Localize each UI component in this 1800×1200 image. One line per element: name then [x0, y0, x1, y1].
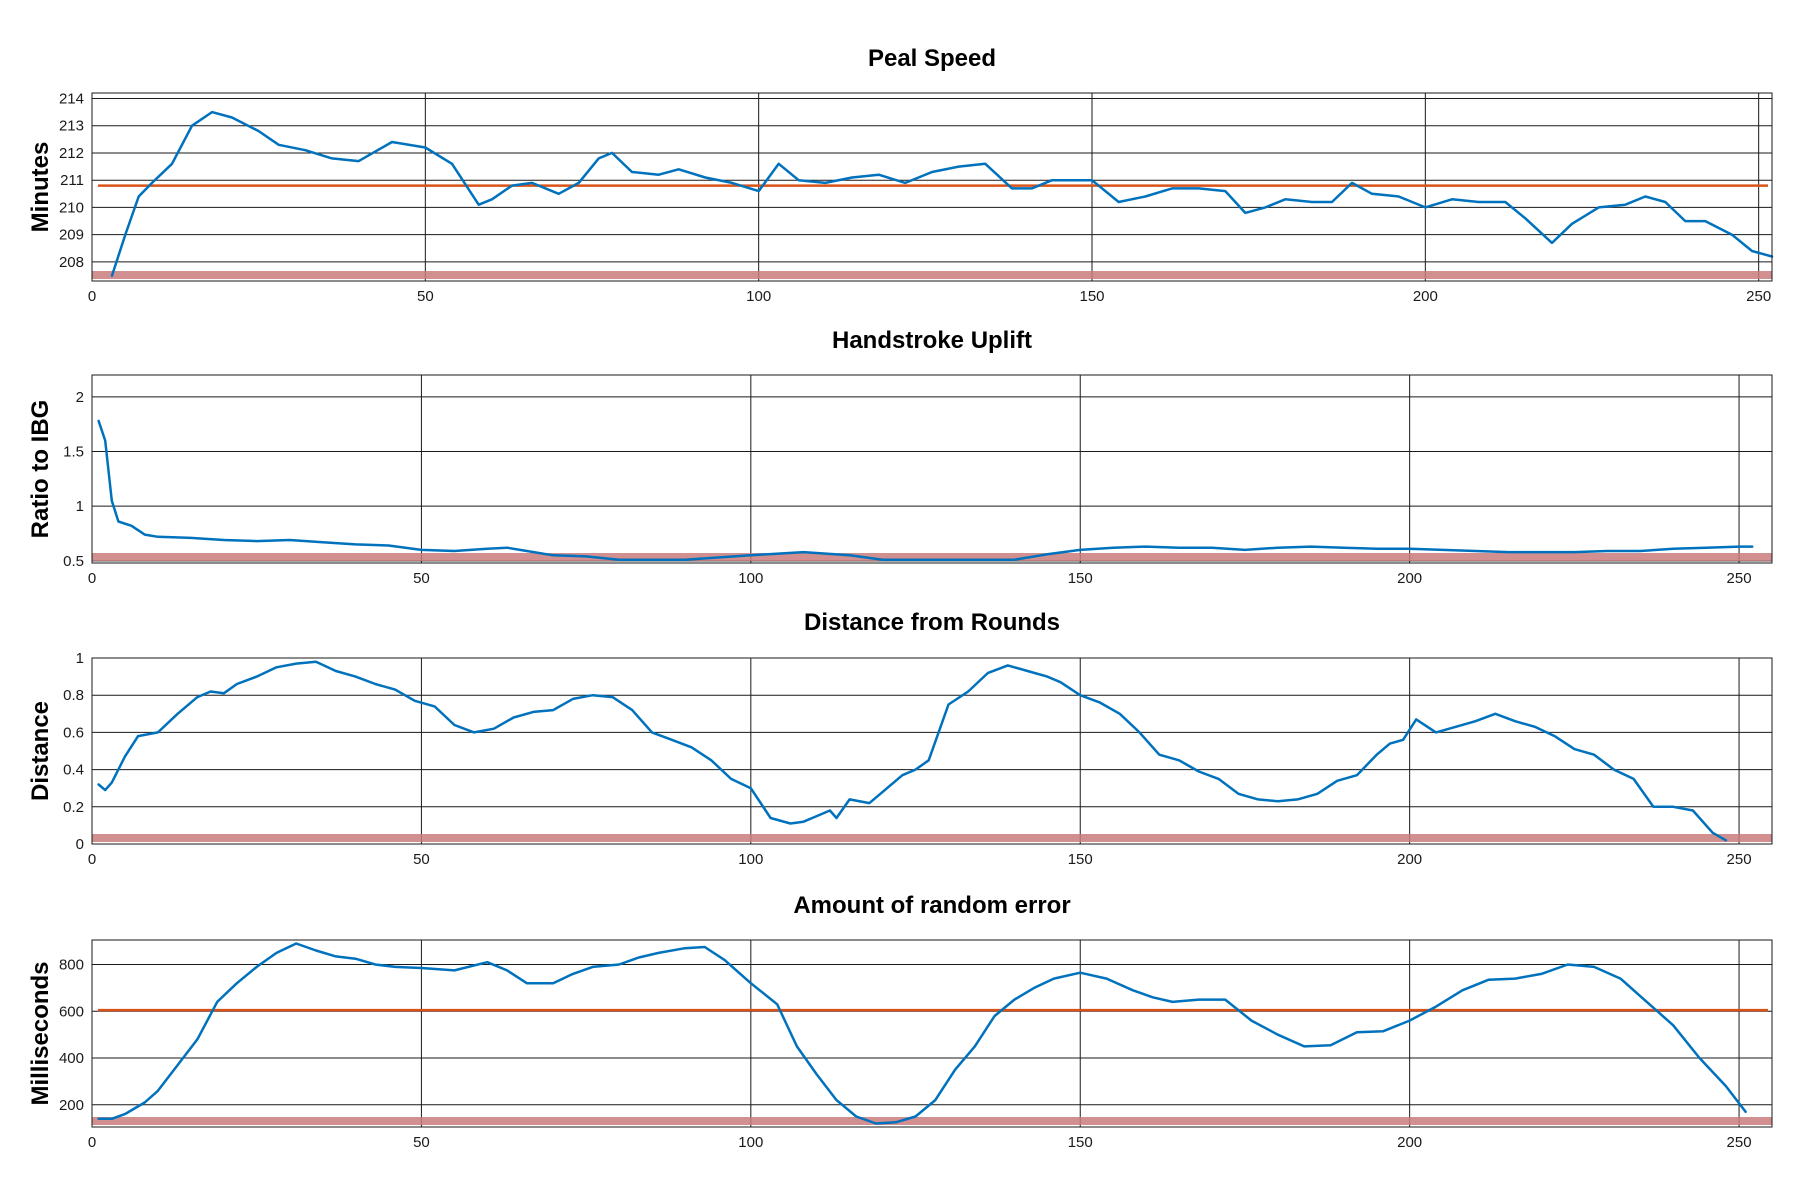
y-tick-label: 400: [59, 1050, 84, 1067]
x-tick-label: 250: [1727, 570, 1752, 587]
y-tick-label: 0.8: [63, 687, 84, 704]
x-tick-label: 150: [1079, 288, 1104, 305]
y-tick-label: 200: [59, 1097, 84, 1114]
y-tick-label: 600: [59, 1003, 84, 1020]
distance-from-rounds-chart: Distance from Rounds Distance 0 50 100 150 2…: [27, 609, 1773, 868]
x-tick-label: 250: [1727, 1134, 1752, 1151]
y-tick-label: 1: [76, 650, 84, 667]
peal-speed-chart: Peal Speed Minutes 0 50 100 150 200 250 208 209…: [27, 45, 1774, 305]
y-tick-label: 800: [59, 957, 84, 974]
y-axis-label: Minutes: [27, 142, 54, 233]
y-tick-label: 212: [59, 145, 84, 162]
baseline-band: [92, 553, 1772, 561]
x-tick-label: 200: [1397, 1134, 1422, 1151]
baseline-band: [92, 1117, 1772, 1125]
x-tick-label: 50: [413, 570, 430, 587]
x-tick-label: 50: [413, 1134, 430, 1151]
y-tick-label: 0.2: [63, 799, 84, 816]
y-tick-label: 211: [60, 172, 84, 189]
x-tick-label: 50: [413, 851, 430, 868]
x-tick-label: 100: [738, 1134, 763, 1151]
chart-title: Distance from Rounds: [804, 609, 1060, 636]
y-tick-label: 209: [59, 227, 84, 244]
x-tick-label: 150: [1068, 570, 1093, 587]
chart-title: Peal Speed: [868, 45, 996, 72]
y-tick-label: 1: [76, 498, 84, 515]
x-tick-label: 250: [1727, 851, 1752, 868]
y-tick-label: 0.6: [63, 724, 84, 741]
x-tick-label: 100: [738, 570, 763, 587]
y-axis-label: Ratio to IBG: [27, 400, 54, 539]
baseline-band: [92, 271, 1772, 279]
x-tick-label: 200: [1413, 288, 1438, 305]
x-tick-label: 200: [1397, 851, 1422, 868]
chart-title: Amount of random error: [793, 892, 1070, 919]
x-tick-label: 0: [88, 851, 96, 868]
y-tick-label: 213: [59, 118, 84, 135]
plot-frame: [91, 92, 1773, 282]
y-axis-label: Distance: [27, 701, 54, 801]
plot-frame: [91, 939, 1773, 1128]
x-tick-label: 0: [88, 570, 96, 587]
x-tick-label: 100: [746, 288, 771, 305]
plot-area: [92, 93, 1772, 281]
plot-area: [92, 375, 1772, 563]
y-tick-label: 210: [59, 199, 84, 216]
y-tick-label: 208: [59, 254, 84, 271]
plot-area: [92, 940, 1772, 1127]
x-tick-label: 150: [1068, 1134, 1093, 1151]
y-tick-label: 0: [76, 836, 84, 853]
y-tick-label: 0.4: [63, 762, 84, 779]
x-tick-label: 0: [88, 288, 96, 305]
data-line: [97, 942, 1747, 1125]
data-line: [110, 110, 1774, 277]
chart-title: Handstroke Uplift: [832, 327, 1032, 354]
y-tick-label: 1.5: [63, 444, 84, 461]
x-tick-label: 100: [738, 851, 763, 868]
data-line: [97, 660, 1728, 842]
x-tick-label: 50: [417, 288, 434, 305]
plot-frame: [91, 374, 1773, 564]
baseline-band: [92, 834, 1772, 842]
random-error-chart: Amount of random error Milliseconds 0 50 1…: [27, 892, 1773, 1151]
x-tick-label: 250: [1746, 288, 1771, 305]
x-tick-label: 200: [1397, 570, 1422, 587]
y-tick-label: 0.5: [63, 553, 84, 570]
y-axis-label: Milliseconds: [27, 961, 54, 1105]
x-tick-label: 0: [88, 1134, 96, 1151]
y-tick-label: 2: [76, 389, 84, 406]
handstroke-uplift-chart: Handstroke Uplift Ratio to IBG 0 50 100 150…: [27, 327, 1773, 587]
x-tick-label: 150: [1068, 851, 1093, 868]
plot-frame: [91, 657, 1773, 845]
y-tick-label: 214: [59, 90, 84, 107]
data-line: [97, 419, 1754, 561]
